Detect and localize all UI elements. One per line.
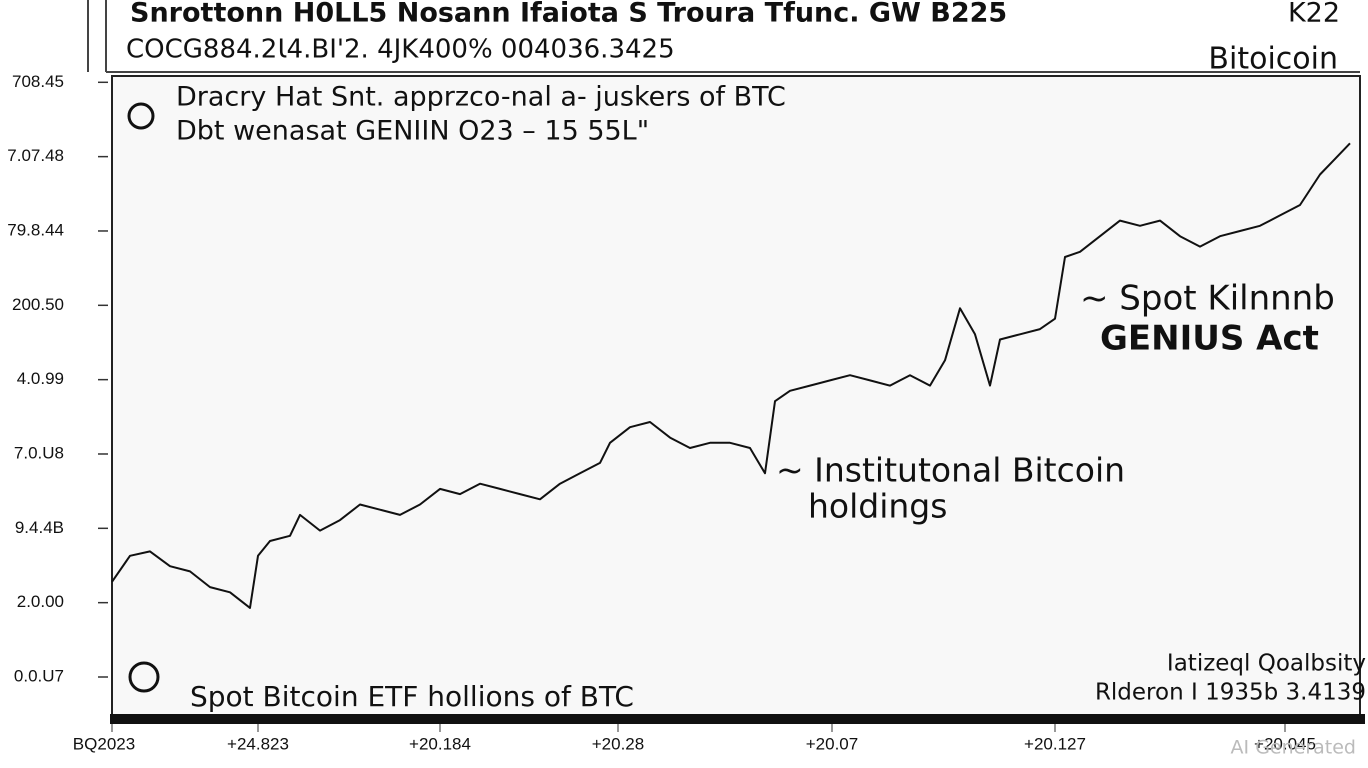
y-tick-label: 79.8.44 bbox=[7, 220, 64, 239]
annotation: Dracry Hat Snt. apprzco-nal a- juskers o… bbox=[176, 82, 786, 113]
x-tick-label: +20.127 bbox=[1024, 734, 1086, 753]
y-tick-label: 4.0.99 bbox=[17, 369, 64, 388]
x-tick-label: +24.823 bbox=[227, 734, 289, 753]
plot-frame bbox=[111, 75, 1361, 717]
annotation: ~ Spot Kilnnnb bbox=[1080, 279, 1335, 319]
annotation: holdings bbox=[808, 487, 947, 526]
icon bbox=[127, 102, 155, 130]
annotation: Iatizeql Qoalbsity bbox=[1167, 651, 1366, 677]
y-tick-label: 0.0.U7 bbox=[14, 666, 64, 685]
x-tick-label: +20.28 bbox=[592, 734, 644, 753]
series-line bbox=[111, 142, 1351, 609]
annotation: Spot Bitcoin ETF hollions of BTC bbox=[190, 680, 634, 713]
y-tick-label: 708.45 bbox=[12, 72, 64, 91]
annotation: Dbt wenasat GENIIN O23 – 15 55L" bbox=[176, 116, 649, 147]
x-axis-bar bbox=[110, 714, 1365, 724]
annotation: AI Generated bbox=[1231, 737, 1356, 759]
y-tick-label: 200.50 bbox=[12, 295, 64, 314]
annotation: GENIUS Act bbox=[1100, 319, 1319, 359]
corner-label: K22 bbox=[1288, 0, 1340, 29]
x-tick-label: +20.045 bbox=[1254, 734, 1316, 753]
annotation: ~ Institutonal Bitcoin bbox=[776, 451, 1125, 490]
x-tick-label: +20.07 bbox=[806, 734, 858, 753]
y-tick-label: 7.0.U8 bbox=[14, 443, 64, 462]
chart-subtitle: COCG884.2Ɩ4.BI'2. 4JK400% 004036.3425 bbox=[126, 35, 675, 65]
icon bbox=[128, 661, 160, 693]
x-tick-label: BQ2023 bbox=[73, 734, 135, 753]
brand: Bitoicoin bbox=[1208, 42, 1338, 77]
chart-title: Snrottonn H0LL5 Nosann Ifaiota S Troura … bbox=[130, 0, 1007, 29]
x-tick-label: +20.184 bbox=[409, 734, 471, 753]
annotation: Rlderon I 1935b 3.4139 bbox=[1095, 680, 1366, 706]
y-tick-label: 7.07.48 bbox=[7, 146, 64, 165]
y-tick-label: 2.0.00 bbox=[17, 592, 64, 611]
y-tick-label: 9.4.4B bbox=[15, 518, 64, 537]
